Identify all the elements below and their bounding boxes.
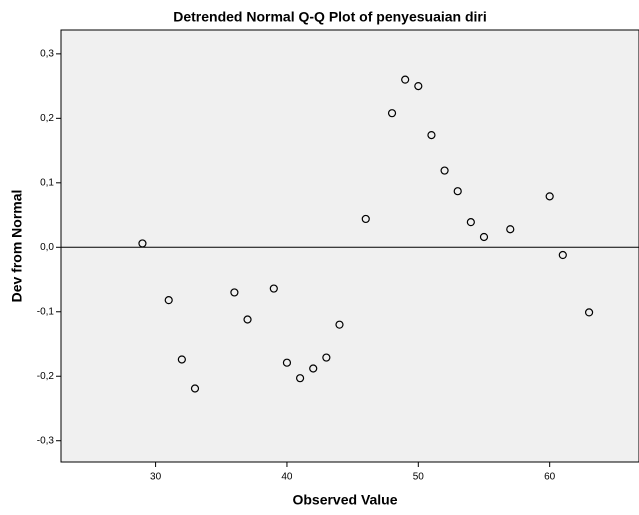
y-tick-label: 0,3 (40, 48, 54, 59)
y-tick-label: -0,2 (37, 371, 55, 382)
y-tick-label: 0,1 (40, 177, 54, 188)
y-axis-label: Dev from Normal (9, 190, 25, 303)
chart: Detrended Normal Q-Q Plot of penyesuaian… (0, 0, 639, 515)
x-axis-label: Observed Value (292, 492, 397, 508)
plot-area (61, 30, 639, 462)
x-tick-label: 60 (544, 472, 556, 483)
y-tick-label: -0,3 (37, 435, 55, 446)
y-tick-label: 0,2 (40, 113, 54, 124)
x-tick-label: 40 (281, 472, 293, 483)
y-tick-label: 0,0 (40, 242, 54, 253)
x-tick-label: 50 (413, 472, 425, 483)
x-tick-label: 30 (150, 472, 162, 483)
chart-title: Detrended Normal Q-Q Plot of penyesuaian… (173, 9, 487, 25)
y-tick-label: -0,1 (37, 306, 55, 317)
